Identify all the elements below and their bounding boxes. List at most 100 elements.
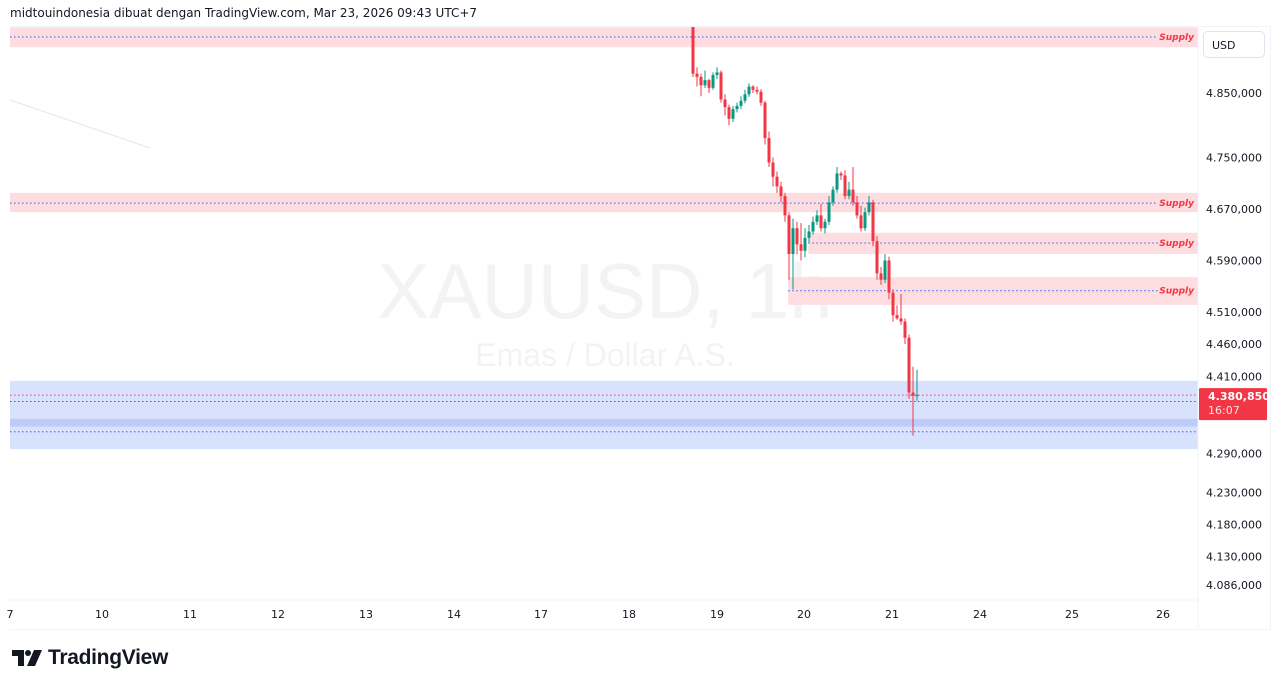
price-tick-label: 4.510,000	[1206, 306, 1262, 319]
currency-button[interactable]: USD	[1203, 31, 1265, 58]
candle-body	[903, 321, 907, 338]
candle-body	[747, 86, 751, 95]
candle-body	[859, 215, 863, 229]
price-tick-label: 4.590,000	[1206, 254, 1262, 267]
candle-body	[735, 105, 739, 110]
time-tick-label: 10	[95, 608, 109, 621]
candle-body	[695, 73, 699, 77]
last-price-tag	[1199, 388, 1267, 421]
price-tick-label: 4.086,000	[1206, 579, 1262, 592]
candle-body	[839, 173, 843, 176]
candle-body	[719, 72, 723, 100]
trend-line	[10, 99, 151, 149]
demand-zone	[10, 380, 1198, 450]
price-tick-label: 4.670,000	[1206, 203, 1262, 216]
candle-body	[759, 91, 763, 103]
time-tick-label: 19	[710, 608, 724, 621]
candle-body	[871, 202, 875, 242]
candle-body	[907, 337, 911, 393]
candle-body	[707, 80, 711, 88]
candle-body	[875, 241, 879, 274]
tradingview-logo[interactable]: TradingView	[12, 646, 168, 670]
candle-body	[763, 102, 767, 139]
candle-body	[799, 244, 803, 251]
candle-body	[823, 221, 827, 229]
time-tick-label: 13	[359, 608, 373, 621]
time-tick-label: 12	[271, 608, 285, 621]
candle-body	[883, 260, 887, 280]
candle-body	[775, 176, 779, 187]
price-tick-label: 4.180,000	[1206, 518, 1262, 531]
price-tick-label: 4.290,000	[1206, 448, 1262, 461]
price-tick-label: 4.230,000	[1206, 486, 1262, 499]
candle-body	[835, 173, 839, 190]
time-tick-label: 21	[885, 608, 899, 621]
chart-attribution: midtouindonesia dibuat dengan TradingVie…	[10, 6, 478, 20]
candle-body	[867, 202, 871, 213]
tradingview-logo-icon	[12, 650, 42, 666]
candle-body	[811, 221, 815, 232]
candle-body	[827, 202, 831, 222]
last-price-value: 4.380,850	[1208, 390, 1270, 403]
candle-body	[895, 315, 899, 319]
candle-countdown: 16:07	[1208, 404, 1240, 417]
supply-label: Supply	[1159, 199, 1195, 209]
price-tick-label: 4.410,000	[1206, 370, 1262, 383]
description-watermark: Emas / Dollar A.S.	[475, 337, 735, 373]
candle-body	[787, 215, 791, 254]
candle-body	[815, 215, 819, 222]
candle-body	[743, 94, 747, 101]
candle-body	[699, 76, 703, 86]
candle-body	[739, 100, 743, 106]
price-tick-label: 4.750,000	[1206, 151, 1262, 164]
candle-body	[703, 80, 707, 86]
candle-body	[855, 202, 859, 216]
candle-body	[911, 392, 915, 396]
supply-zone	[10, 192, 1198, 213]
candle-body	[847, 189, 851, 197]
price-tick-label: 4.460,000	[1206, 338, 1262, 351]
candle-body	[767, 138, 771, 163]
symbol-watermark: XAUUSD, 1h	[377, 247, 832, 335]
price-tick-label: 4.130,000	[1206, 551, 1262, 564]
candle-body	[791, 228, 795, 254]
time-tick-label: 26	[1156, 608, 1170, 621]
candle-body	[891, 292, 895, 316]
time-tick-label: 20	[797, 608, 811, 621]
demand-zone-core	[10, 418, 1198, 427]
tradingview-logo-text: TradingView	[48, 646, 169, 669]
time-tick-label: 25	[1065, 608, 1079, 621]
candle-body	[831, 189, 835, 203]
candle-body	[783, 196, 787, 216]
candle-body	[899, 318, 903, 322]
supply-zone	[10, 27, 1198, 48]
candle-body	[819, 215, 823, 229]
supply-zone	[808, 232, 1198, 254]
candle-body	[887, 260, 891, 293]
time-tick-label: 17	[534, 608, 548, 621]
candle-body	[727, 107, 731, 119]
candle-body	[851, 189, 855, 203]
candle-body	[691, 27, 695, 74]
time-tick-label: 7	[7, 608, 14, 621]
supply-label: Supply	[1159, 287, 1195, 297]
candle-body	[843, 175, 847, 197]
candle-body	[755, 89, 759, 92]
supply-label: Supply	[1159, 239, 1195, 249]
candle-body	[879, 273, 883, 280]
candle-body	[711, 74, 715, 88]
time-tick-label: 11	[183, 608, 197, 621]
candle-body	[803, 237, 807, 251]
candle-body	[771, 162, 775, 177]
candle-body	[723, 99, 727, 108]
time-tick-label: 14	[447, 608, 461, 621]
candle-body	[751, 86, 755, 90]
candle-body	[779, 186, 783, 197]
candle-body	[731, 109, 735, 119]
candle-body	[807, 231, 811, 238]
candle-body	[915, 395, 919, 397]
chart-frame	[10, 26, 1271, 630]
price-tick-label: 4.850,000	[1206, 87, 1262, 100]
